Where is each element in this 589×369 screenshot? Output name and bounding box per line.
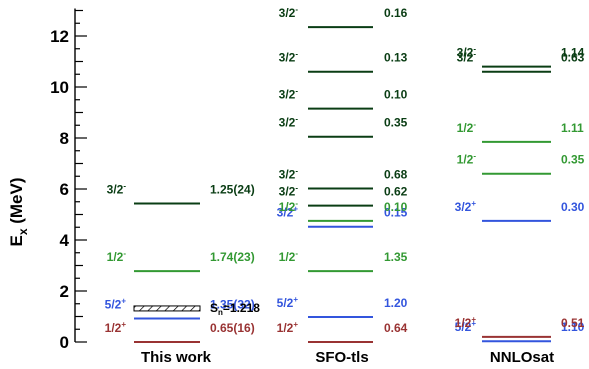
level-jp-label: 3/2-	[457, 50, 477, 65]
level-jp-label: 3/2-	[279, 5, 299, 20]
level-jp-label: 5/2+	[277, 295, 299, 310]
level-value-label: 0.63	[561, 51, 585, 65]
column-title: NNLOsat	[490, 349, 554, 366]
level-jp-label: 1/2+	[455, 315, 477, 330]
level-value-label: 0.15	[384, 206, 408, 220]
level-value-label: 1.10	[561, 320, 585, 334]
level-value-label: 0.62	[384, 185, 408, 199]
level-jp-label: 3/2-	[279, 166, 299, 181]
column-this-work: 1/2+ 0.65(16) 5/2+ 1.35(32) 1/2- 1.74(23) 3/2-…	[105, 182, 261, 366]
level-jp-label: 5/2+	[455, 319, 477, 334]
level-value-label: 0.35	[384, 116, 408, 130]
y-tick-label: 2	[60, 282, 69, 301]
level-jp-label: 1/2-	[107, 249, 127, 264]
y-tick-label: 0	[60, 333, 69, 352]
levels-plot: 1/2+ 0.65(16) 5/2+ 1.35(32) 1/2- 1.74(23) 3/2-…	[105, 5, 585, 366]
level-jp-label: 3/2+	[455, 199, 477, 214]
level-jp-label: 1/2+	[105, 320, 127, 335]
level-value-label: 0.35	[561, 153, 585, 167]
level-jp-label: 3/2-	[457, 45, 477, 60]
level-value-label: 0.30	[561, 200, 585, 214]
column-nnlosat: 5/2+ 1.10 1/2+ 0.51 3/2+ 0.30 1/2- 0.35 1/2- 1.11…	[455, 45, 585, 366]
y-axis: 0 2 4 6 8 10 12	[50, 8, 87, 352]
column-title: SFO-tls	[315, 349, 368, 366]
y-tick-label: 8	[60, 129, 69, 148]
level-value-label: 1.74(23)	[210, 250, 255, 264]
level-jp-label: 3/2-	[279, 115, 299, 130]
level-value-label: 1.20	[384, 296, 408, 310]
y-tick-label: 4	[60, 231, 70, 250]
level-value-label: 0.65(16)	[210, 321, 255, 335]
column-sfo-tls: 1/2+ 0.64 5/2+ 1.20 1/2- 1.35 3/2+ 0.15 1/2- 0.10…	[277, 5, 408, 366]
level-jp-label: 1/2-	[457, 152, 477, 167]
threshold-label: Sn=1.218	[210, 301, 260, 317]
y-tick-label: 10	[50, 78, 69, 97]
y-tick-label: 6	[60, 180, 69, 199]
level-value-label: 0.13	[384, 51, 408, 65]
level-value-label: 0.68	[384, 167, 408, 181]
level-value-label: 0.16	[384, 6, 408, 20]
level-value-label: 0.64	[384, 321, 408, 335]
level-value-label: 1.14	[561, 46, 585, 60]
column-title: This work	[141, 349, 212, 366]
level-value-label: 0.51	[561, 316, 585, 330]
level-value-label: 0.10	[384, 88, 408, 102]
level-jp-label: 1/2+	[277, 320, 299, 335]
y-axis-label: Ex (MeV)	[7, 177, 30, 246]
level-value-label: 1.35(32)	[210, 298, 255, 312]
level-jp-label: 3/2-	[279, 50, 299, 65]
level-jp-label: 1/2-	[457, 120, 477, 135]
level-value-label: 1.35	[384, 250, 408, 264]
level-value-label: 1.11	[561, 121, 584, 135]
level-jp-label: 3/2-	[279, 184, 299, 199]
level-value-label: 1.25(24)	[210, 183, 255, 197]
neutron-threshold-band	[133, 305, 201, 312]
y-tick-label: 12	[50, 27, 69, 46]
level-jp-label: 3/2+	[277, 205, 299, 220]
level-jp-label: 1/2-	[279, 249, 299, 264]
level-jp-label: 5/2+	[105, 297, 127, 312]
level-value-label: 0.10	[384, 200, 408, 214]
level-jp-label: 3/2-	[107, 182, 127, 197]
level-jp-label: 1/2-	[279, 199, 299, 214]
level-jp-label: 3/2-	[279, 87, 299, 102]
